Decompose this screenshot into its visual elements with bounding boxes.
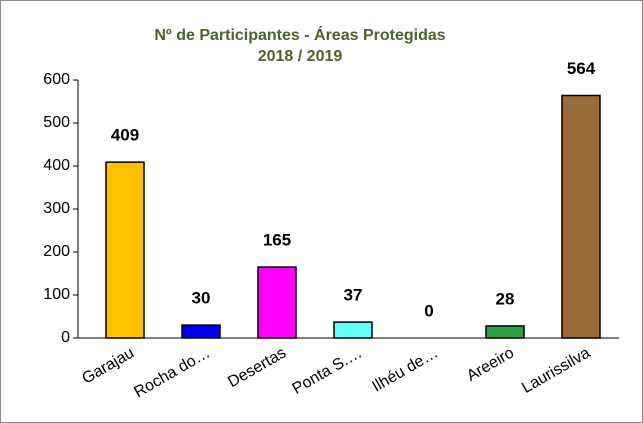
bar [485, 325, 525, 339]
data-label: 0 [424, 301, 433, 320]
bar [333, 321, 373, 339]
y-tick-label: 500 [43, 114, 70, 131]
data-label: 28 [496, 289, 515, 308]
y-tick-label: 100 [43, 286, 70, 303]
chart-title: Nº de Participantes - Áreas Protegidas [154, 25, 445, 44]
chart-subtitle: 2018 / 2019 [258, 48, 343, 65]
y-tick-label: 400 [43, 157, 70, 174]
y-tick-label: 0 [61, 329, 70, 346]
bar [105, 161, 145, 339]
bar [561, 94, 601, 339]
data-label: 30 [192, 289, 211, 308]
data-label: 37 [344, 286, 363, 305]
data-label: 564 [567, 59, 596, 78]
y-tick-label: 200 [43, 243, 70, 260]
data-label: 409 [111, 126, 139, 145]
bar [181, 324, 221, 339]
y-tick-label: 600 [43, 71, 70, 88]
data-label: 165 [263, 231, 291, 250]
bar [257, 266, 297, 339]
y-tick-label: 300 [43, 200, 70, 217]
